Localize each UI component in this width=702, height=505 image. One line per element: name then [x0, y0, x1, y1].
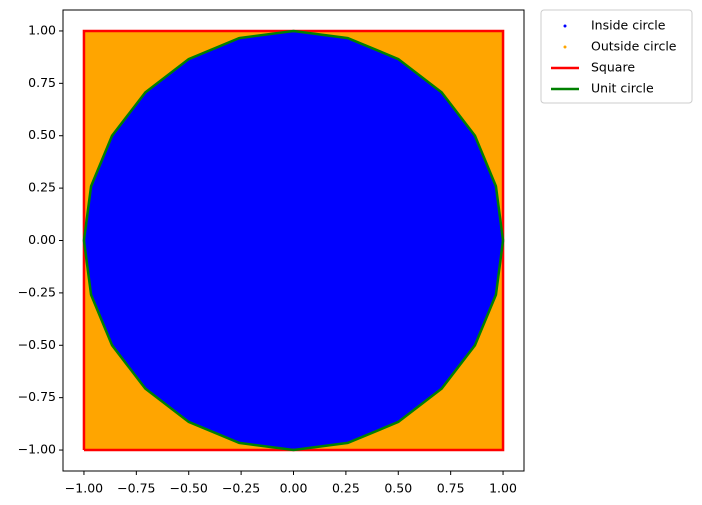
y-tick-label: 0.75: [28, 75, 56, 90]
x-tick-label: 1.00: [489, 481, 517, 496]
legend-label: Square: [591, 60, 635, 75]
y-tick-label: 0.50: [28, 127, 56, 142]
y-tick-label: 1.00: [28, 22, 56, 37]
legend-box: [540, 9, 693, 104]
x-tick-label: 0.50: [384, 481, 412, 496]
legend-label: Inside circle: [591, 18, 666, 33]
y-tick-label: −0.50: [18, 337, 56, 352]
x-tick-label: −0.75: [117, 481, 155, 496]
x-tick-label: −0.25: [222, 481, 260, 496]
legend-marker: [563, 45, 567, 49]
legend-marker: [563, 24, 567, 28]
x-tick-label: −1.00: [65, 481, 103, 496]
series-line: [82, 29, 505, 452]
legend-label: Outside circle: [591, 39, 677, 54]
legend-label: Unit circle: [591, 81, 654, 96]
series-line: [82, 29, 505, 452]
x-tick-label: 0.75: [437, 481, 465, 496]
x-tick-label: 0.25: [332, 481, 360, 496]
y-tick-label: 0.25: [28, 180, 56, 195]
x-tick-label: −0.50: [170, 481, 208, 496]
inside-region: [83, 30, 504, 451]
y-tick-label: −1.00: [18, 442, 56, 457]
x-tick-label: 0.00: [280, 481, 308, 496]
y-tick-label: 0.00: [28, 232, 56, 247]
y-tick-label: −0.25: [18, 284, 56, 299]
y-tick-label: −0.75: [18, 389, 56, 404]
